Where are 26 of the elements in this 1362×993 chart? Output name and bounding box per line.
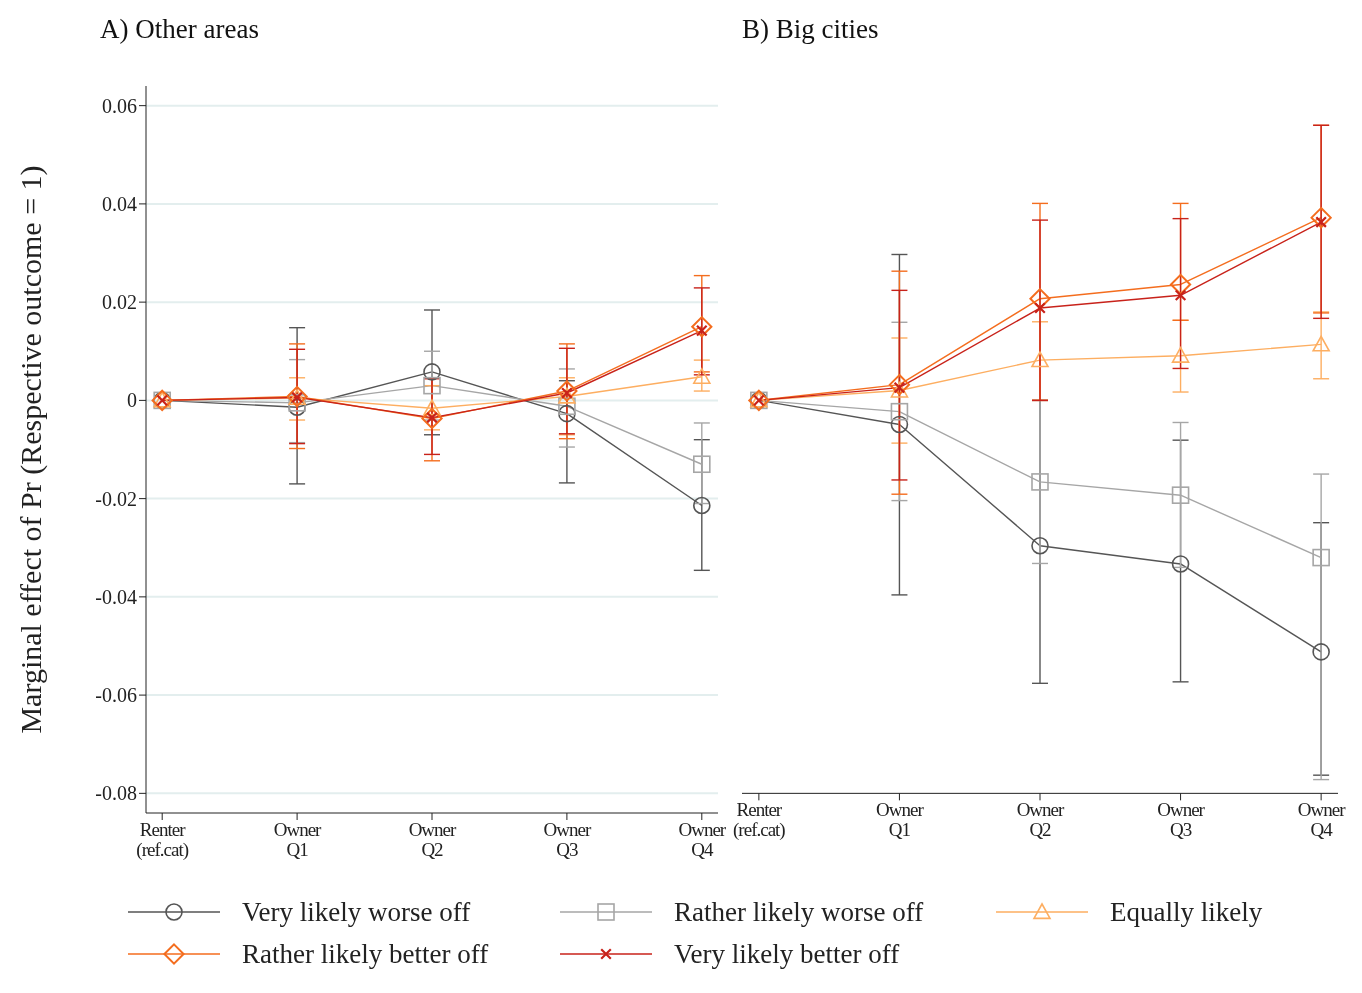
x-tick-label: Owner Q3: [1157, 799, 1206, 841]
x-tick-label: Owner Q4: [1297, 799, 1347, 841]
legend-label: Equally likely: [1110, 896, 1263, 928]
y-tick-label: -0.02: [95, 487, 137, 510]
y-tick-label: 0.02: [102, 291, 137, 314]
x-tick-label: Owner Q3: [543, 819, 592, 860]
y-tick-label: -0.08: [95, 782, 137, 805]
chart-title: B) Big cities: [742, 14, 879, 45]
legend-label: Rather likely worse off: [674, 896, 924, 928]
y-tick-label: -0.04: [95, 585, 137, 608]
y-tick-label: -0.06: [95, 684, 137, 707]
y-tick-label: 0: [127, 389, 137, 412]
chart-title: A) Other areas: [100, 14, 259, 45]
y-tick-label: 0.06: [102, 94, 137, 117]
y-tick-label: 0.04: [102, 192, 137, 215]
x-tick-label: Renter (ref.cat): [136, 819, 189, 861]
x-tick-label: Owner Q4: [678, 819, 727, 860]
y-axis-title: Marginal effect of Pr (Respective outcome = 1): [13, 165, 48, 734]
x-tick-label: Owner Q2: [1016, 799, 1066, 841]
x-tick-label: Owner Q2: [408, 819, 458, 860]
legend-label: Very likely better off: [674, 938, 900, 970]
x-tick-label: Renter (ref.cat): [733, 799, 786, 842]
x-tick-label: Owner Q1: [273, 819, 323, 860]
x-tick-label: Owner Q1: [876, 799, 925, 841]
legend-label: Rather likely better off: [242, 938, 489, 970]
legend-label: Very likely worse off: [242, 896, 471, 928]
